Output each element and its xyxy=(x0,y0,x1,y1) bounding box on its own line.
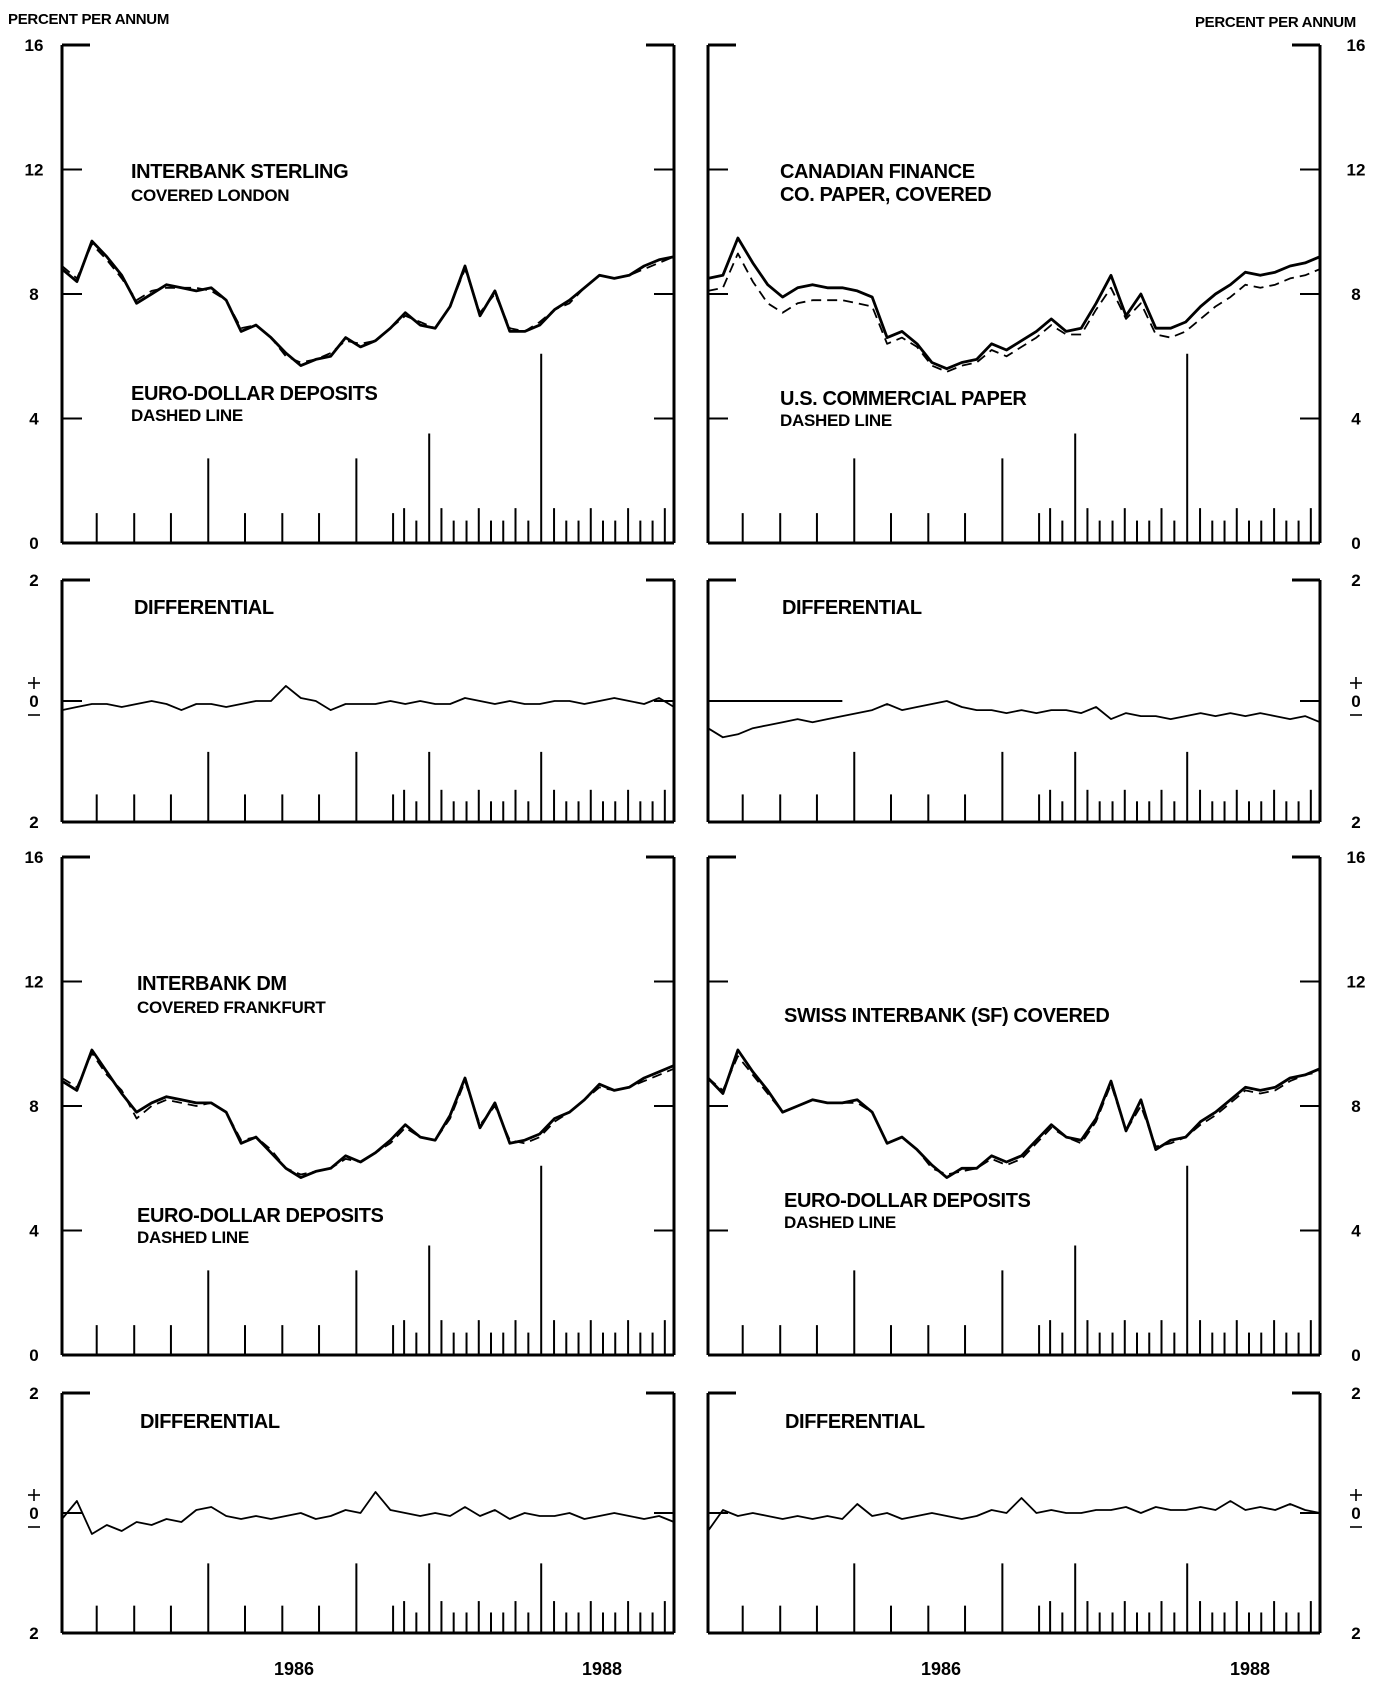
y-tick-label: 2 xyxy=(29,1384,38,1403)
series-note-title: EURO-DOLLAR DEPOSITS xyxy=(137,1205,384,1227)
y-tick-label: 16 xyxy=(1347,848,1366,867)
y-tick-label: 0 xyxy=(29,1346,38,1365)
y-tick-label: 0 xyxy=(1351,1504,1360,1523)
panel-title: CANADIAN FINANCE xyxy=(780,161,975,183)
y-tick-label: 0 xyxy=(29,692,38,711)
y-tick-label: 0 xyxy=(29,1504,38,1523)
year-label-right-1986: 1986 xyxy=(921,1659,961,1679)
chart-panel-6: 2 0 2 DIFFERENTIAL xyxy=(28,1384,676,1643)
panel-title: DIFFERENTIAL xyxy=(785,1411,925,1433)
year-label-left-1986: 1986 xyxy=(274,1659,314,1679)
right-units-label: PERCENT PER ANNUM xyxy=(1195,14,1356,31)
y-tick-label: 0 xyxy=(1351,692,1360,711)
series-line-solid xyxy=(707,700,1321,739)
series-note-sub: DASHED LINE xyxy=(784,1213,896,1232)
chart-panel-2: 2 0 2 DIFFERENTIAL xyxy=(28,571,676,832)
year-label-left-1988: 1988 xyxy=(582,1659,622,1679)
series-note-sub: DASHED LINE xyxy=(131,406,243,425)
y-tick-label: 12 xyxy=(25,973,44,992)
y-tick-label: 4 xyxy=(29,410,39,429)
series-note-sub: DASHED LINE xyxy=(780,411,892,430)
y-tick-label: 0 xyxy=(1351,1346,1360,1365)
series-note-title: U.S. COMMERCIAL PAPER xyxy=(780,388,1027,410)
series-line-solid xyxy=(61,239,675,368)
y-tick-label: 8 xyxy=(1351,1097,1360,1116)
chart-panel-7: 0 4 8 12 16 SWISS INTERBANK (SF) COVERED EURO-… xyxy=(706,848,1366,1365)
chart-panels: 0 4 8 12 16 INTERBANK STERLING COVERED LONDON E… xyxy=(25,36,1366,1643)
y-tick-label: 12 xyxy=(1347,973,1366,992)
year-label-right-1988: 1988 xyxy=(1230,1659,1270,1679)
y-tick-label: 12 xyxy=(25,161,44,180)
y-tick-label: 16 xyxy=(1347,36,1366,55)
y-tick-label: 2 xyxy=(1351,571,1360,590)
series-note-title: EURO-DOLLAR DEPOSITS xyxy=(131,383,378,405)
series-line-dashed xyxy=(61,243,675,364)
y-tick-label: 2 xyxy=(29,571,38,590)
y-tick-label: 2 xyxy=(1351,813,1360,832)
y-tick-label: 16 xyxy=(25,36,44,55)
y-tick-label: 4 xyxy=(1351,410,1361,429)
chart-panel-4: 2 0 2 DIFFERENTIAL xyxy=(706,571,1362,832)
series-line-solid xyxy=(706,1048,1321,1179)
series-line-solid xyxy=(61,1048,675,1179)
panel-subtitle: CO. PAPER, COVERED xyxy=(780,184,991,206)
y-tick-label: 8 xyxy=(29,1097,38,1116)
y-tick-label: 0 xyxy=(1351,534,1360,553)
panel-subtitle: COVERED LONDON xyxy=(131,186,289,205)
left-units-label: PERCENT PER ANNUM xyxy=(8,11,169,28)
y-tick-label: 2 xyxy=(29,813,38,832)
y-tick-label: 8 xyxy=(29,285,38,304)
panel-title: INTERBANK STERLING xyxy=(131,161,348,183)
chart-panel-8: 2 0 2 DIFFERENTIAL xyxy=(706,1384,1362,1643)
series-note-sub: DASHED LINE xyxy=(137,1228,249,1247)
panel-title: DIFFERENTIAL xyxy=(134,597,274,619)
y-tick-label: 8 xyxy=(1351,285,1360,304)
series-line-solid xyxy=(707,1497,1321,1532)
y-tick-label: 2 xyxy=(1351,1384,1360,1403)
y-tick-label: 2 xyxy=(29,1624,38,1643)
panel-title: SWISS INTERBANK (SF) COVERED xyxy=(784,1005,1109,1027)
y-tick-label: 2 xyxy=(1351,1624,1360,1643)
panel-title: DIFFERENTIAL xyxy=(782,597,922,619)
y-tick-label: 0 xyxy=(29,534,38,553)
series-note-title: EURO-DOLLAR DEPOSITS xyxy=(784,1190,1031,1212)
series-line-dashed xyxy=(707,252,1321,373)
panel-title: INTERBANK DM xyxy=(137,973,287,995)
chart-panel-5: 0 4 8 12 16 INTERBANK DM COVERED FRANKFURT EURO… xyxy=(25,848,676,1365)
chart-panel-1: 0 4 8 12 16 INTERBANK STERLING COVERED LONDON E… xyxy=(25,36,676,553)
series-line-dashed xyxy=(61,1052,675,1176)
series-line-solid xyxy=(61,685,675,711)
series-line-solid xyxy=(707,236,1321,371)
panel-title: DIFFERENTIAL xyxy=(140,1411,280,1433)
y-tick-label: 4 xyxy=(1351,1222,1361,1241)
panel-subtitle: COVERED FRANKFURT xyxy=(137,998,326,1017)
y-tick-label: 16 xyxy=(25,848,44,867)
series-line-dashed xyxy=(707,1055,1321,1176)
series-line-solid xyxy=(61,1491,675,1535)
y-tick-label: 12 xyxy=(1347,161,1366,180)
y-tick-label: 4 xyxy=(29,1222,39,1241)
